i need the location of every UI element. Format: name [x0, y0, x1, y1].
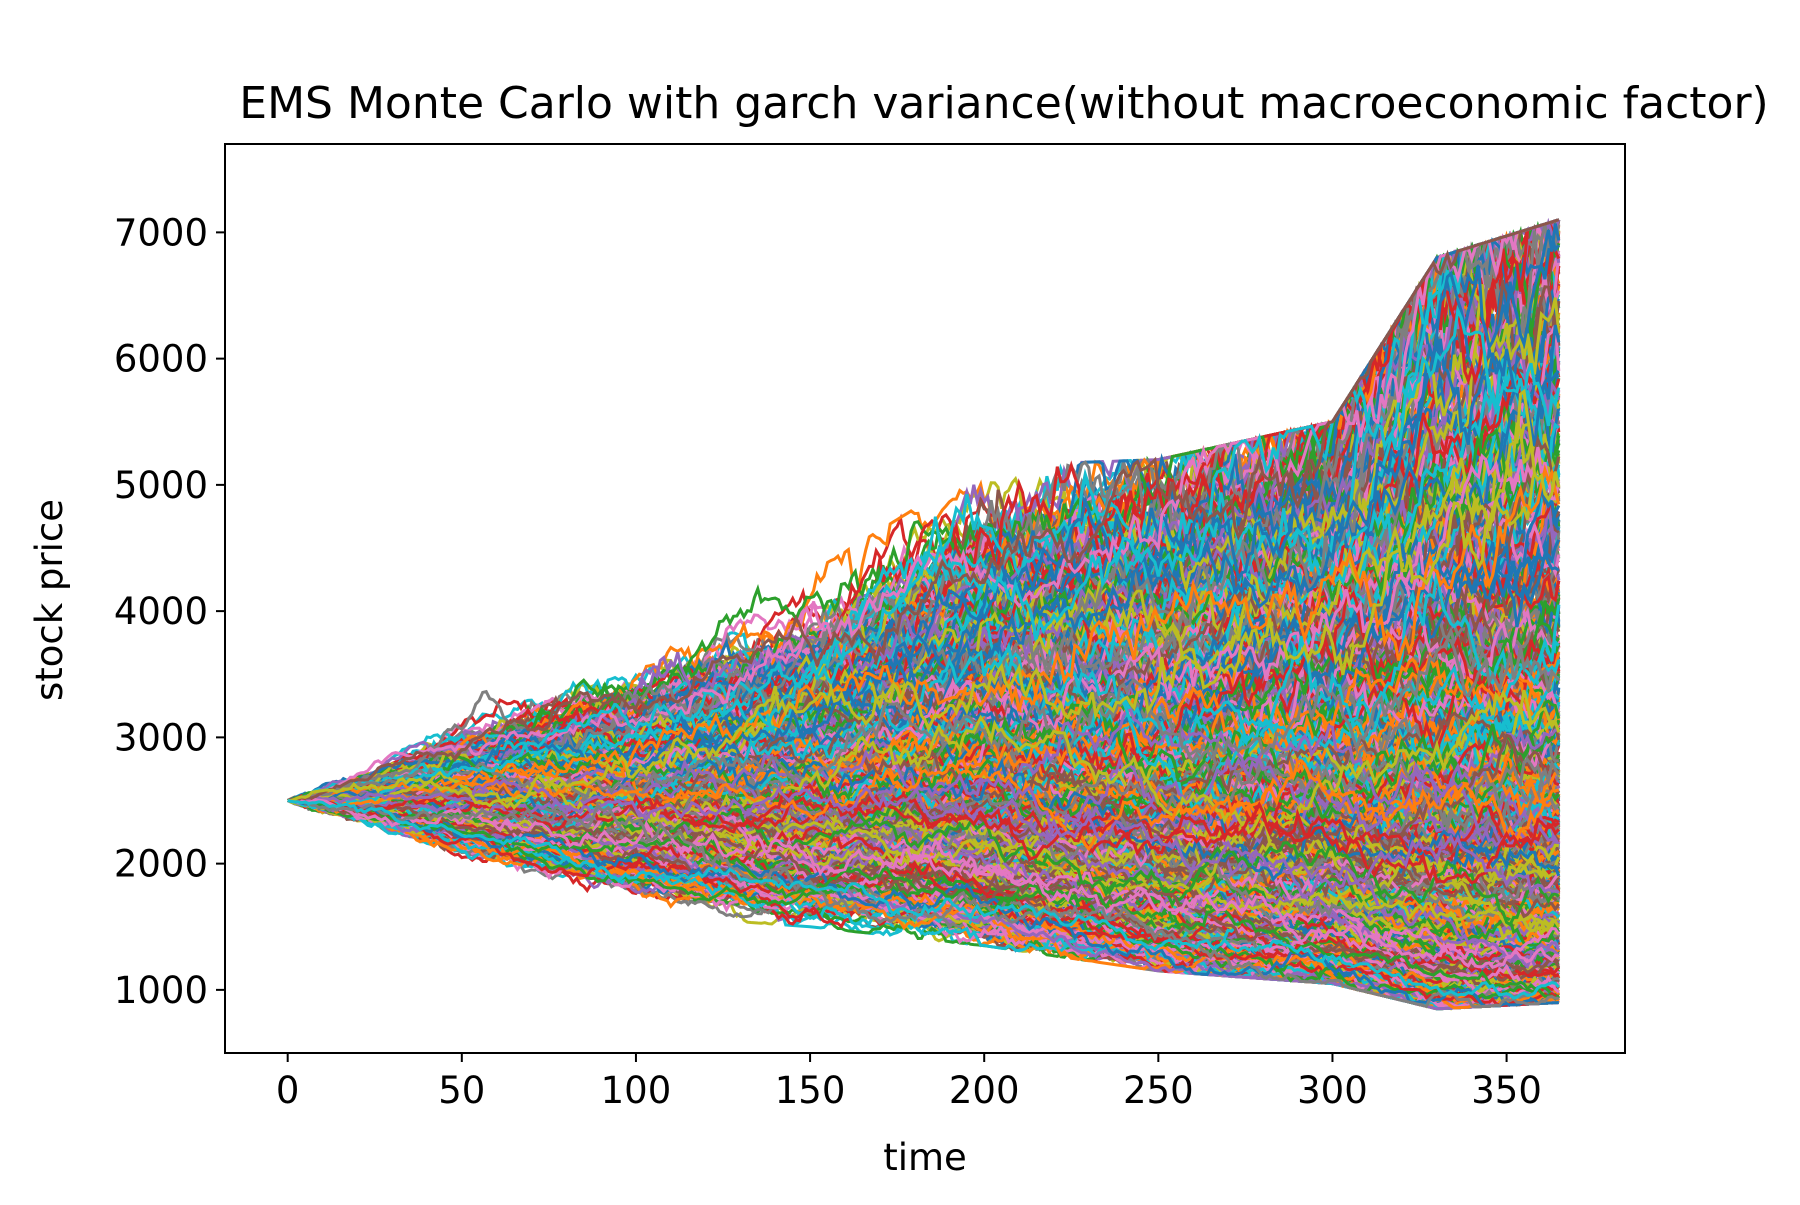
y-tick-label: 7000	[114, 211, 208, 254]
series-line	[287, 218, 1560, 802]
x-axis: 0 50 100 150 200 250 300 350	[276, 1053, 1542, 1112]
series-line	[287, 798, 1560, 1001]
chart-title: EMS Monte Carlo with garch variance(with…	[239, 78, 1768, 129]
series-line	[287, 798, 1559, 1008]
x-tick-label: 300	[1297, 1069, 1368, 1112]
series-line	[287, 796, 1561, 975]
series-line	[287, 795, 1560, 927]
x-tick-label: 200	[949, 1069, 1020, 1112]
series-line	[287, 799, 1560, 1000]
x-tick-label: 100	[601, 1069, 672, 1112]
x-tick-label: 50	[438, 1069, 485, 1112]
x-tick-label: 250	[1123, 1069, 1194, 1112]
y-tick-label: 6000	[114, 338, 208, 381]
series-layer	[286, 217, 1561, 1011]
series-line	[287, 792, 1560, 1006]
series-line	[287, 637, 1560, 802]
x-tick-label: 150	[775, 1069, 846, 1112]
series-line	[287, 388, 1561, 810]
series-line	[287, 795, 1560, 859]
y-axis-label: stock price	[28, 499, 71, 701]
y-tick-label: 5000	[114, 464, 208, 507]
series-line	[287, 737, 1559, 848]
y-tick-label: 4000	[114, 590, 208, 633]
series-line	[287, 798, 1560, 969]
y-axis: 1000 2000 3000 4000 5000 6000 7000	[114, 211, 225, 1012]
y-tick-label: 2000	[114, 843, 208, 886]
x-tick-label: 350	[1471, 1069, 1542, 1112]
plot-frame	[224, 143, 1626, 1054]
series-line	[287, 733, 1560, 870]
y-tick-label: 3000	[114, 716, 208, 759]
y-tick-label: 1000	[114, 969, 208, 1012]
x-tick-label: 0	[276, 1069, 300, 1112]
plot-area	[286, 217, 1561, 1011]
series-line	[287, 772, 1560, 897]
series-line	[287, 799, 1560, 981]
x-axis-label: time	[883, 1136, 967, 1179]
series-line	[287, 758, 1560, 852]
